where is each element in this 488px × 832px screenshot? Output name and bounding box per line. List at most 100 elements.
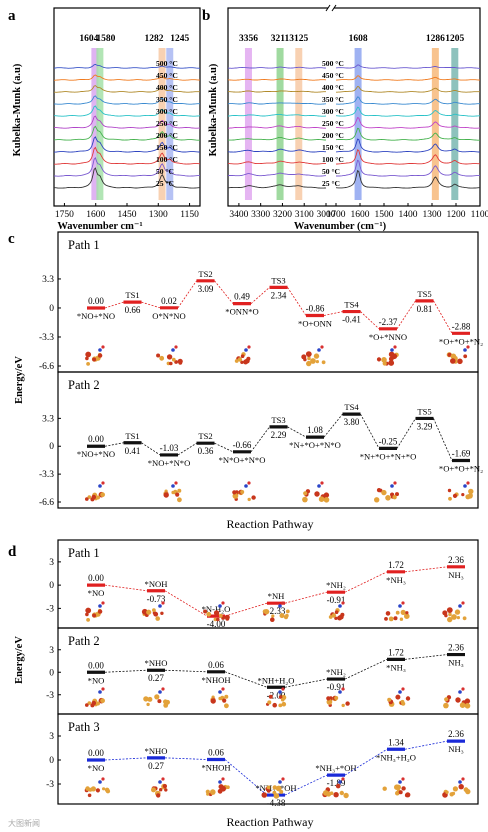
panel-d-path-1-structure-6-atom-2 (446, 607, 453, 613)
panel-d-path-3-structure-4 (322, 777, 349, 799)
panel-c-path-2-value-6: 1.08 (307, 425, 323, 435)
panel-d-path-1-value-2: -4.00 (207, 619, 226, 629)
panel-c-path-2-species-1: TS1 (125, 431, 139, 441)
panel-d-path-2-structure-5-atom-7 (405, 696, 411, 701)
panel-c-path-2-structure-10-atom-3 (448, 496, 452, 501)
panel-c-path-1-value-9: 0.81 (417, 304, 433, 314)
panel-d-path-1-structure-2-adsorbate-o (221, 601, 225, 605)
panel-c-path-2-species-2: *NO+*N*O (148, 458, 191, 468)
panel-c-path-2-structure-4-atom-6 (240, 490, 245, 494)
panel-letter-d: d (8, 544, 17, 560)
panel-c-path-2-species-3: TS2 (198, 431, 212, 441)
panel-d-path-3-value-5: 1.34 (388, 737, 404, 747)
panel-b-series-1-seg-1 (335, 75, 481, 81)
panel-d-path-2-structure-3-adsorbate-n (278, 690, 282, 694)
panel-d-path-3-species-0: *NO (88, 763, 105, 773)
panel-d-path-3-structure-4-atom-7 (343, 792, 349, 799)
panel-c-path-1-species-6: *O+ONN (298, 319, 333, 329)
panel-c-path-2-structure-10-atom-6 (452, 493, 458, 498)
panel-c-path-1-structure-4-atom-5 (237, 357, 243, 362)
panel-d-path-1-structure-3-atom-4 (285, 613, 289, 618)
panel-c-path-1-structure-2-atom-0 (166, 354, 173, 360)
panel-d-path-3-structure-6-adsorbate-o (461, 777, 465, 781)
panel-c-path-1-structure-10-adsorbate-n (463, 348, 467, 352)
panel-c-path-2-structure-4-atom-8 (232, 490, 237, 495)
panel-d-path-3-structure-4-atom-4 (326, 791, 332, 797)
panel-d-path-2-structure-1-atom-5 (154, 694, 160, 700)
panel-c-path-1-structure-6-atom-1 (307, 356, 311, 361)
panel-c-path-1-structure-4-atom-3 (240, 360, 244, 364)
panel-c-path-1-value-0: 0.00 (88, 296, 104, 306)
panel-c-path-1-connector-10 (433, 300, 453, 334)
panel-d-path-2-structure-6-atom-5 (443, 702, 449, 709)
panel-d-path-1-structure-4 (328, 601, 345, 621)
watermark: 大图新闻 (8, 818, 40, 828)
panel-a-series-1-seg-0 (53, 74, 201, 81)
panel-d-path-1-structure-3-adsorbate-n (278, 604, 282, 608)
panel-b-series-label-8: 100 °C (322, 155, 344, 164)
panel-a-xlabel: Wavenumber cm⁻¹ (57, 221, 142, 232)
panel-c-path-2-structure-4-adsorbate-o (247, 481, 251, 485)
panel-b-xtick-label-6: 1600 (351, 210, 370, 220)
panel-c-path-2-structure-2-atom-4 (177, 497, 182, 503)
panel-d-path-1-connector-3 (224, 602, 268, 617)
panel-d-path-3-connector-2 (164, 757, 208, 760)
panel-a-peak-label-0: 1604 (79, 34, 98, 44)
panel-c-path-2-structure-0-adsorbate-n (98, 484, 102, 488)
panel-c-path-2-connector-5 (250, 426, 270, 453)
panel-c-path-1-structure-6-atom-6 (321, 360, 326, 365)
panel-c-path-2-connector-4 (214, 442, 234, 453)
panel-d-path-1-structure-0-atom-7 (92, 613, 97, 618)
panel-c-path-1-structure-2 (156, 345, 183, 366)
panel-d-path-3-structure-3-atom-4 (272, 790, 277, 795)
panel-c-path-2-connector-9 (396, 418, 416, 449)
panel-d-path-1-structure-0-atom-4 (97, 609, 103, 614)
panel-d-path-3-structure-3-atom-6 (272, 785, 277, 790)
panel-c-path-1-structure-8 (376, 345, 399, 366)
panel-d-path-3-structure-3-adsorbate-o (281, 777, 285, 781)
panel-a-band-2 (158, 48, 166, 200)
panel-b-series-2-seg-0 (228, 90, 326, 93)
panel-c-path-2-structure-8-atom-2 (374, 497, 380, 503)
panel-c-path-1-value-10: -2.88 (452, 321, 471, 331)
panel-d-path-1-structure-2-atom-0 (213, 610, 220, 616)
panel-d-path-1-structure-6-atom-6 (462, 616, 467, 621)
panel-d-path-3-structure-0-atom-6 (95, 788, 100, 793)
panel-b-series-2-seg-1 (336, 85, 481, 93)
panel-d-path-2-structure-1-atom-4 (146, 702, 150, 707)
panel-a-series-0-seg-0 (53, 63, 201, 69)
panel-d-path-2-structure-5-adsorbate-o (401, 687, 405, 691)
panel-c-path-1-structure-8-atom-7 (388, 360, 395, 366)
panel-c-path-2-structure-0-atom-8 (96, 495, 100, 500)
panel-c-path-1-structure-0-atom-8 (86, 362, 90, 366)
panel-b-break-mark-1 (325, 4, 331, 12)
panel-b-xtick-label-7: 1500 (375, 210, 394, 220)
panel-d-path-2-structure-3-atom-3 (281, 701, 287, 707)
panel-d-path-2-structure-3-atom-0 (268, 694, 273, 699)
panel-c-path-1-structure-2-atom-5 (174, 360, 179, 364)
panel-c-path-2-structure-2-atom-8 (163, 492, 169, 498)
panel-d-path-3-title: Path 3 (68, 720, 100, 734)
panel-d-path-1-structure-1-atom-6 (152, 608, 156, 612)
panel-d-path-2-species-4: *NH₂ (326, 667, 346, 677)
panel-c-path-1-structure-4-atom-6 (234, 359, 239, 363)
panel-b-xtick-label-2: 3200 (273, 210, 292, 220)
panel-c-path-2-structure-0-atom-1 (100, 492, 105, 498)
panel-d-path-3-structure-2 (205, 777, 230, 797)
panel-c-path-1-structure-2-atom-4 (159, 355, 165, 361)
panel-d-path-2-structure-2-adsorbate-n (218, 690, 222, 694)
panel-d-path-2-value-4: -0.91 (327, 682, 346, 692)
panel-c-path-2-connector-3 (177, 442, 197, 456)
panel-d-path-2-structure-0-adsorbate-o (101, 687, 105, 691)
panel-c-path-1-structure-6-atom-0 (315, 360, 319, 364)
panel-c-path-2-structure-6-adsorbate-o (320, 481, 324, 485)
panel-b-series-10-seg-0 (227, 184, 327, 189)
panel-c-path-1-structure-8-adsorbate-o (393, 345, 397, 349)
panel-a-series-3-seg-0 (53, 95, 200, 105)
panel-c-path-1-value-4: 0.49 (234, 292, 250, 302)
panel-a-series-label-1: 450 °C (156, 71, 178, 80)
panel-d-path-1-structure-6-adsorbate-n (458, 604, 462, 608)
panel-d-path-3-frame (57, 713, 479, 805)
panel-c-path-2-structure-8 (374, 481, 399, 503)
panel-b-series-6-seg-0 (228, 136, 327, 141)
